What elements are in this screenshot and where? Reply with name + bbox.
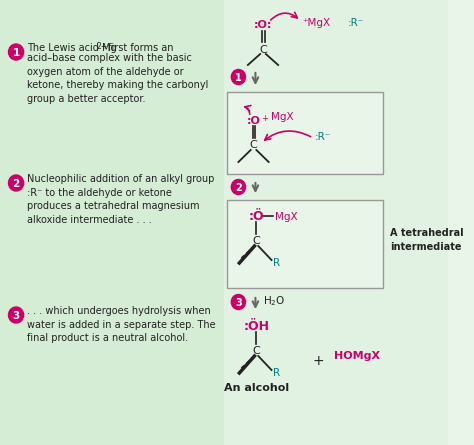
Text: H$_2$O: H$_2$O — [263, 294, 285, 308]
Text: MgX: MgX — [271, 112, 293, 122]
Circle shape — [231, 295, 246, 310]
Text: R: R — [273, 258, 281, 268]
Text: +: + — [312, 354, 324, 368]
Text: :R⁻: :R⁻ — [348, 18, 365, 28]
Circle shape — [9, 44, 24, 60]
Circle shape — [231, 69, 246, 85]
Text: HOMgX: HOMgX — [334, 351, 380, 361]
Text: Nucleophilic addition of an alkyl group
:R⁻ to the aldehyde or ketone
produces a: Nucleophilic addition of an alkyl group … — [27, 174, 215, 225]
Text: A tetrahedral
intermediate: A tetrahedral intermediate — [390, 228, 464, 251]
Text: 1: 1 — [12, 48, 20, 57]
Text: R: R — [273, 368, 281, 378]
Text: +: + — [261, 114, 268, 123]
Text: 1: 1 — [235, 73, 242, 82]
Bar — [224, 0, 448, 445]
Text: The Lewis acid Mg: The Lewis acid Mg — [27, 43, 117, 53]
Circle shape — [9, 175, 24, 191]
Text: . . . which undergoes hydrolysis when
water is added in a separate step. The
fin: . . . which undergoes hydrolysis when wa… — [27, 306, 216, 343]
FancyBboxPatch shape — [227, 92, 383, 174]
Text: 2+: 2+ — [97, 42, 108, 51]
Text: :Ö: :Ö — [248, 210, 264, 223]
Text: 2: 2 — [235, 182, 242, 193]
Text: :O:: :O: — [254, 20, 272, 30]
Text: :R⁻: :R⁻ — [315, 132, 331, 142]
Text: first forms an: first forms an — [105, 43, 173, 53]
Text: C: C — [250, 140, 257, 150]
Circle shape — [231, 179, 246, 194]
Text: An alcohol: An alcohol — [224, 383, 289, 393]
Text: :O: :O — [246, 116, 261, 126]
Bar — [0, 0, 224, 445]
Text: :ÖH: :ÖH — [243, 320, 269, 333]
Circle shape — [9, 307, 24, 323]
Text: 3: 3 — [235, 298, 242, 307]
Text: C: C — [253, 346, 260, 356]
Text: C: C — [259, 45, 267, 55]
Text: ⁺MgX: ⁺MgX — [303, 18, 331, 28]
Text: 2: 2 — [12, 178, 20, 189]
Text: C: C — [253, 236, 260, 246]
Text: acid–base complex with the basic
oxygen atom of the aldehyde or
ketone, thereby : acid–base complex with the basic oxygen … — [27, 53, 209, 104]
Text: 3: 3 — [12, 311, 20, 320]
FancyBboxPatch shape — [227, 200, 383, 288]
Text: MgX: MgX — [275, 212, 298, 222]
